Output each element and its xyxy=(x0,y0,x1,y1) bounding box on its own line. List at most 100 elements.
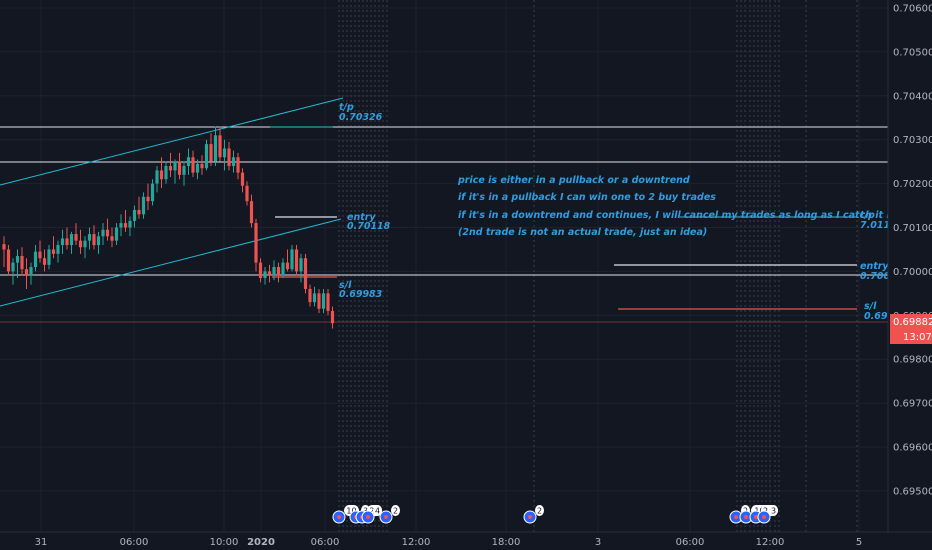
channel-upper-line[interactable] xyxy=(0,97,344,186)
tp1-value: 0.70326 xyxy=(339,112,383,123)
price-tick-label: 0.69600 xyxy=(893,443,932,454)
candle xyxy=(231,150,236,173)
tp2-value: 7.0118. xyxy=(860,220,900,231)
price-tick-label: 0.69500 xyxy=(893,486,932,497)
candle xyxy=(141,192,146,219)
candle xyxy=(308,284,312,307)
candle xyxy=(20,247,24,276)
candle xyxy=(164,161,168,184)
candle xyxy=(101,223,105,246)
candle xyxy=(281,258,285,278)
candle xyxy=(177,152,182,180)
candle xyxy=(137,196,141,219)
candle xyxy=(191,150,195,178)
current-price-badge xyxy=(890,314,932,329)
event-badge[interactable]: 2 xyxy=(523,505,544,524)
time-tick-label: 31 xyxy=(35,537,48,548)
time-tick-label: 2020 xyxy=(247,537,275,548)
candle xyxy=(114,223,119,246)
time-axis[interactable] xyxy=(0,532,932,550)
candle xyxy=(290,245,294,272)
candle xyxy=(326,288,330,316)
candle xyxy=(60,229,65,254)
candle xyxy=(204,139,209,171)
candle xyxy=(186,148,191,175)
price-tick-label: 0.69800 xyxy=(893,355,932,366)
candle xyxy=(218,126,222,162)
note-line-2: if it's in a pullback I can win one to 2… xyxy=(458,192,716,203)
candle xyxy=(303,253,308,294)
candle xyxy=(249,194,254,228)
candle xyxy=(78,229,83,254)
candle xyxy=(182,161,186,186)
event-badge-count: 10 xyxy=(346,507,356,516)
time-axis-ticks: 31 06:00 10:00 2020 06:00 12:00 18:00 3 06:00 12:… xyxy=(35,537,863,548)
price-tick-label: 0.70400 xyxy=(893,91,932,102)
price-axis-ticks: 0.70600 0.70500 0.70400 0.70300 0.70200 0.701… xyxy=(893,4,932,498)
candle xyxy=(74,223,78,246)
candle xyxy=(209,133,213,167)
entry2-label: entry xyxy=(860,261,889,272)
candle xyxy=(227,141,231,171)
event-badge-count: 2 xyxy=(537,507,542,516)
candle xyxy=(2,236,6,268)
channel-lower-line[interactable] xyxy=(0,218,342,307)
sl1-label: s/l xyxy=(339,280,352,291)
candle xyxy=(200,155,204,175)
candle xyxy=(330,306,335,329)
candle xyxy=(254,218,258,272)
price-axis[interactable] xyxy=(888,0,932,532)
candle xyxy=(236,152,240,180)
candle xyxy=(65,227,69,250)
candle xyxy=(146,183,150,210)
price-tick-label: 0.69700 xyxy=(893,399,932,410)
event-badge[interactable]: 2 xyxy=(379,505,400,524)
entry1-label: entry xyxy=(347,212,376,223)
candle xyxy=(159,157,164,188)
candle xyxy=(150,179,155,206)
candle xyxy=(24,258,29,289)
candle xyxy=(69,231,74,254)
event-badge-count: 3 xyxy=(771,507,776,516)
candle xyxy=(245,181,249,206)
note-line-1: price is either in a pullback or a downt… xyxy=(457,175,690,186)
note-line-3: if it's in a downtrend and continues, I … xyxy=(458,210,927,221)
candle xyxy=(83,236,87,259)
time-tick-label: 06:00 xyxy=(676,537,705,548)
time-tick-label: 06:00 xyxy=(120,537,149,548)
candle xyxy=(105,218,110,241)
candle xyxy=(38,240,42,263)
current-price-value: 0.69882 xyxy=(893,317,932,328)
time-tick-label: 18:00 xyxy=(492,537,521,548)
candle xyxy=(33,245,38,272)
event-badge[interactable]: 4 xyxy=(361,505,382,524)
candle xyxy=(222,139,227,171)
candle xyxy=(299,253,303,283)
candle xyxy=(321,288,326,314)
session-separators xyxy=(338,0,858,532)
event-badge-count: 4 xyxy=(375,507,380,516)
event-badge[interactable]: 3 xyxy=(757,505,778,524)
price-tick-label: 0.70000 xyxy=(893,267,932,278)
candle xyxy=(123,209,128,232)
countdown-badge xyxy=(890,329,932,344)
sl1-value: 0.69983 xyxy=(339,289,383,300)
entry1-value: 0.70118 xyxy=(347,221,391,232)
time-tick-label: 10:00 xyxy=(210,537,239,548)
candle xyxy=(276,262,281,283)
price-tick-label: 0.70500 xyxy=(893,47,932,58)
candle xyxy=(87,227,92,250)
candle xyxy=(119,214,123,237)
event-badge[interactable]: 10 xyxy=(332,505,359,524)
candle xyxy=(47,245,51,270)
candle xyxy=(312,286,317,307)
price-tick-label: 0.70600 xyxy=(893,4,932,15)
candle xyxy=(15,249,20,278)
candle xyxy=(29,262,33,285)
candle xyxy=(110,227,114,248)
note-line-4: (2nd trade is not an actual trade, just … xyxy=(458,227,707,238)
sl2-value: 0.699 xyxy=(864,311,894,322)
candle xyxy=(92,225,96,250)
entry2-value: 0.7001 xyxy=(860,271,897,282)
